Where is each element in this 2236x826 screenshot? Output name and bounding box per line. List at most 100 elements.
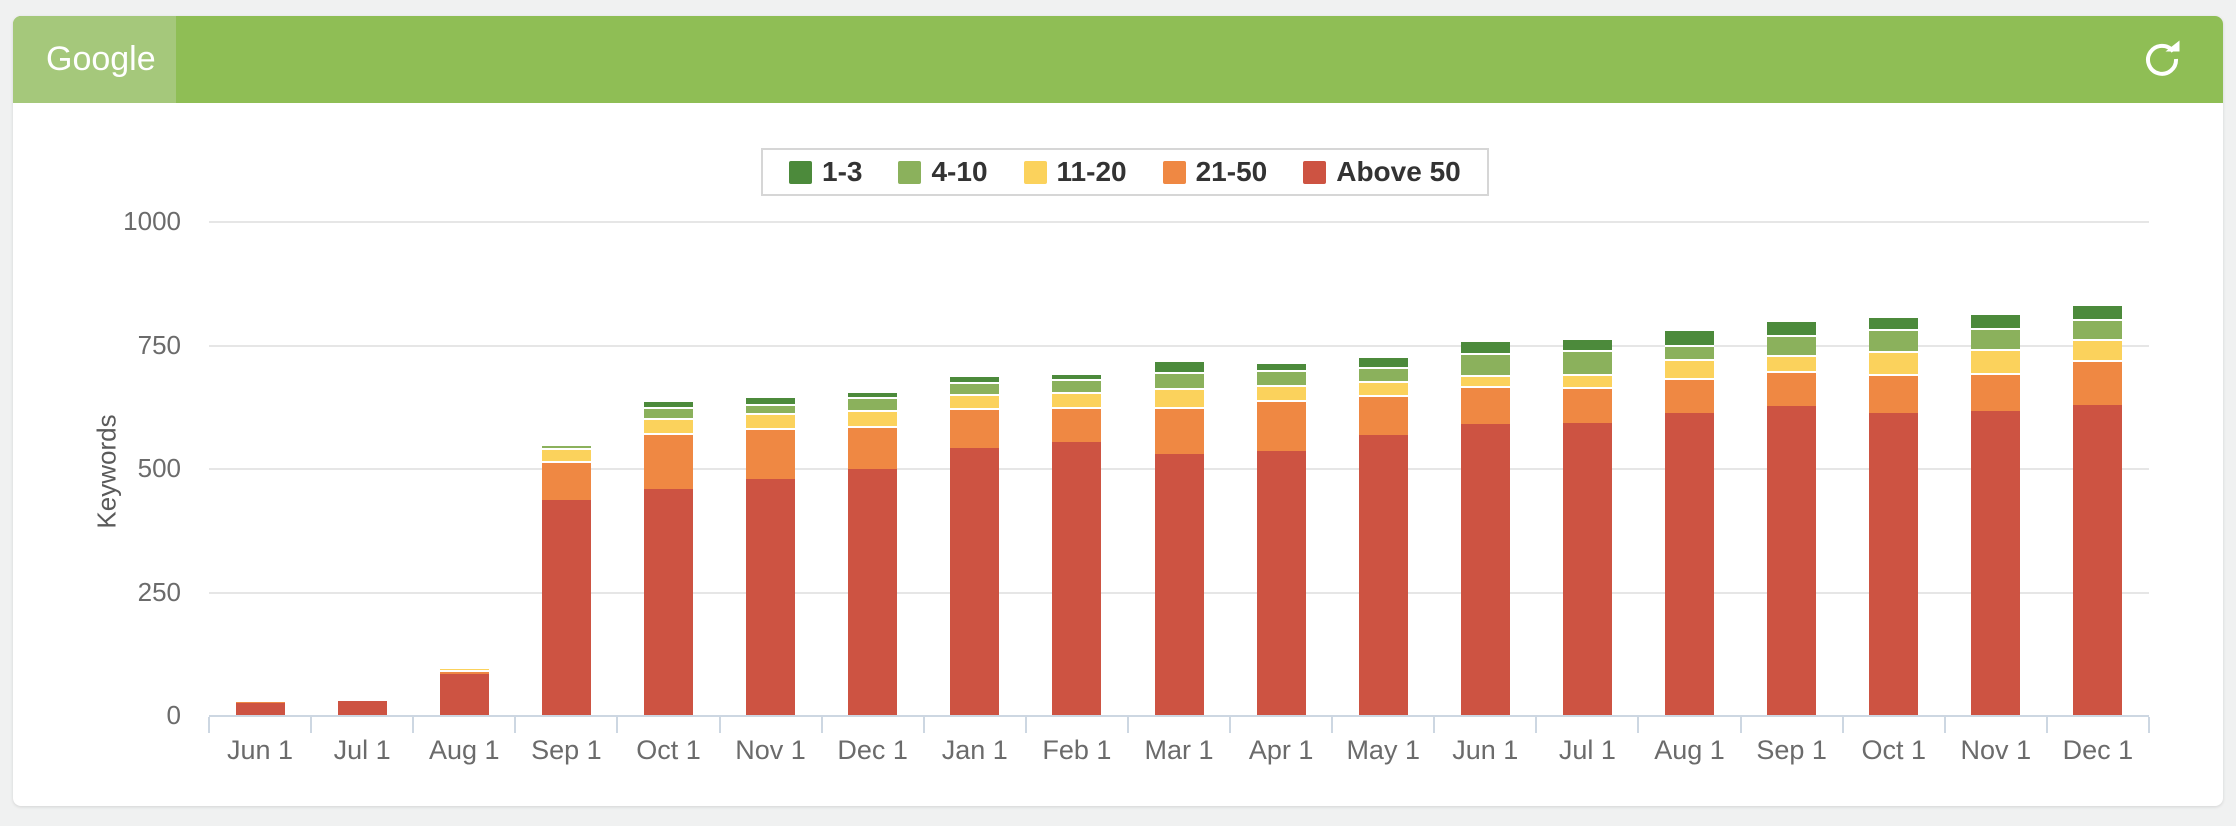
chart-legend: 1-3 4-10 11-20 21-50 Above 50: [761, 148, 1489, 196]
bar-segment-above-50: [1256, 451, 1306, 715]
stacked-bar-mar-1[interactable]: [1154, 359, 1204, 715]
stacked-bar-apr-1[interactable]: [1256, 361, 1306, 715]
bar-segment-above-50: [235, 702, 285, 715]
x-axis-tick: [2148, 717, 2150, 733]
y-tick-label: 750: [137, 329, 181, 360]
bar-segment-above-50: [1665, 412, 1715, 715]
stacked-bar-may-1[interactable]: [1358, 356, 1408, 715]
stacked-bar-dec-1[interactable]: [848, 390, 898, 715]
refresh-button[interactable]: [2141, 38, 2183, 80]
x-tick-label: Jan 1: [941, 735, 1008, 765]
bar-segment-1-3: [2073, 304, 2123, 319]
bar-segment-21-50: [541, 460, 591, 501]
bar-segment-1-3: [1358, 356, 1408, 368]
bar-segment-21-50: [643, 433, 693, 489]
legend-label: Above 50: [1336, 156, 1461, 187]
stacked-bar-jul-1[interactable]: [1562, 337, 1612, 715]
x-tick-label: Aug 1: [1654, 735, 1725, 765]
bar-segment-1-3: [1460, 339, 1510, 353]
stacked-bar-aug-1[interactable]: [439, 666, 489, 715]
bar-segment-1-3: [643, 400, 693, 407]
bar-segment-1-3: [1154, 359, 1204, 373]
bar-segment-4-10: [1971, 327, 2021, 350]
x-tick-label: Dec 1: [837, 735, 908, 765]
bar-segment-11-20: [1665, 358, 1715, 378]
stacked-bar-sep-1[interactable]: [1767, 319, 1817, 715]
tab-google[interactable]: Google: [13, 16, 176, 103]
y-tick-label: 500: [137, 453, 181, 483]
bar-segment-11-20: [848, 410, 898, 426]
bar-segment-above-50: [848, 469, 898, 715]
x-axis-tick: [1535, 717, 1538, 733]
bar-segment-above-50: [1971, 410, 2021, 715]
stacked-bar-dec-1[interactable]: [2073, 304, 2123, 715]
bar-segment-11-20: [1256, 384, 1306, 401]
bar-segment-11-20: [643, 418, 693, 434]
bar-segment-1-3: [950, 375, 1000, 382]
card-header: Google: [13, 16, 2223, 103]
bar-segment-4-10: [1052, 379, 1102, 393]
bar-segment-21-50: [1971, 372, 2021, 411]
bar-segment-1-3: [1562, 337, 1612, 350]
refresh-icon: [2146, 40, 2180, 76]
x-tick-label: Apr 1: [1248, 735, 1314, 765]
stacked-bar-jun-1[interactable]: [1460, 339, 1510, 715]
stacked-bar-feb-1[interactable]: [1052, 372, 1102, 715]
x-tick-label: May 1: [1346, 735, 1420, 765]
bar-segment-11-20: [1971, 349, 2021, 373]
stacked-bar-jun-1[interactable]: [235, 700, 285, 715]
bar-segment-above-50: [1562, 422, 1612, 715]
legend-item-11-20[interactable]: 11-20: [1023, 156, 1127, 188]
bar-segment-above-50: [439, 674, 489, 715]
legend-swatch: [1162, 160, 1186, 184]
bar-segment-11-20: [746, 412, 796, 428]
bar-segment-4-10: [1154, 372, 1204, 388]
bar-segment-1-3: [746, 396, 796, 404]
x-tick-label: Feb 1: [1042, 735, 1112, 765]
bar-segment-4-10: [1767, 335, 1817, 355]
bar-segment-above-50: [2073, 404, 2123, 715]
bar-segment-21-50: [1052, 406, 1102, 443]
legend-label: 11-20: [1056, 156, 1127, 187]
bar-segment-21-50: [746, 427, 796, 480]
x-axis-line: [209, 715, 2149, 717]
bar-segment-above-50: [950, 448, 1000, 715]
bar-segment-above-50: [1052, 442, 1102, 715]
x-tick-label: Mar 1: [1144, 735, 1214, 765]
stacked-bar-oct-1[interactable]: [1869, 315, 1919, 715]
legend-swatch: [1303, 160, 1327, 184]
x-axis-tick: [412, 717, 415, 733]
bar-segment-21-50: [1154, 406, 1204, 455]
bar-segment-11-20: [950, 393, 1000, 408]
bar-segment-11-20: [1052, 392, 1102, 407]
bar-segment-21-50: [1460, 385, 1510, 424]
bar-segment-11-20: [1460, 374, 1510, 386]
x-axis-tick: [514, 717, 517, 733]
stacked-bar-oct-1[interactable]: [643, 400, 693, 715]
x-tick-label: Nov 1: [1960, 735, 2032, 765]
legend-swatch: [898, 160, 922, 184]
stacked-bar-sep-1[interactable]: [541, 443, 591, 715]
bar-segment-above-50: [1460, 423, 1510, 715]
stacked-bar-nov-1[interactable]: [746, 396, 796, 715]
legend-item-4-10[interactable]: 4-10: [898, 156, 988, 188]
bar-segment-1-3: [1971, 312, 2021, 328]
stacked-bar-jan-1[interactable]: [950, 375, 1000, 715]
x-tick-label: Jul 1: [333, 735, 391, 765]
x-axis-tick: [1229, 717, 1232, 733]
bar-segment-21-50: [1767, 371, 1817, 406]
stacked-bar-aug-1[interactable]: [1665, 328, 1715, 715]
x-axis-tick: [1943, 717, 1946, 733]
legend-item-21-50[interactable]: 21-50: [1162, 156, 1267, 188]
bar-segment-4-10: [848, 397, 898, 411]
bar-segment-21-50: [1869, 374, 1919, 413]
stacked-bar-nov-1[interactable]: [1971, 312, 2021, 715]
x-axis-tick: [1637, 717, 1640, 733]
y-tick-label: 0: [166, 700, 181, 730]
stacked-bar-jul-1[interactable]: [337, 701, 387, 715]
legend-swatch: [1023, 160, 1047, 184]
x-axis-tick: [208, 717, 210, 733]
legend-item-above-50[interactable]: Above 50: [1303, 156, 1461, 188]
bar-segment-4-10: [1460, 352, 1510, 375]
legend-item-1-3[interactable]: 1-3: [789, 156, 862, 188]
